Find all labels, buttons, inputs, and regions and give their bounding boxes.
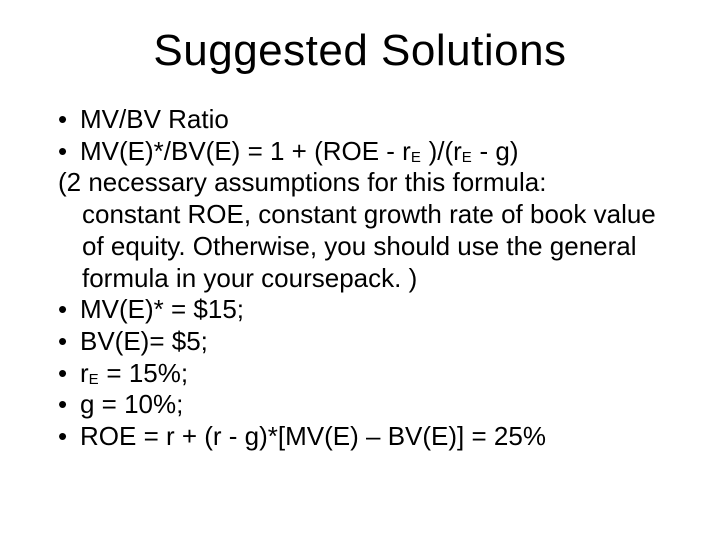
list-item: • ROE = r + (r - g)*[MV(E) – BV(E)] = 25… bbox=[56, 421, 672, 453]
bullet-text: MV/BV Ratio bbox=[80, 104, 672, 136]
subscript: E bbox=[411, 149, 422, 166]
text-fragment: MV(E)*/BV(E) = 1 + (ROE - r bbox=[80, 136, 411, 166]
text-fragment: )/(r bbox=[421, 136, 461, 166]
paren-block: (2 necessary assumptions for this formul… bbox=[56, 167, 672, 294]
text-fragment: = 15%; bbox=[99, 358, 188, 388]
paren-line: (2 necessary assumptions for this formul… bbox=[58, 167, 672, 199]
list-item: • g = 10%; bbox=[56, 389, 672, 421]
bullet-dot: • bbox=[56, 136, 80, 168]
bullet-text: BV(E)= $5; bbox=[80, 326, 672, 358]
bullet-text: MV(E)*/BV(E) = 1 + (ROE - rE )/(rE - g) bbox=[80, 136, 672, 168]
subscript: E bbox=[89, 371, 100, 388]
bullet-text: rE = 15%; bbox=[80, 358, 672, 390]
bullet-dot: • bbox=[56, 389, 80, 421]
bullet-text: MV(E)* = $15; bbox=[80, 294, 672, 326]
list-item: • MV(E)*/BV(E) = 1 + (ROE - rE )/(rE - g… bbox=[56, 136, 672, 168]
list-item: • MV/BV Ratio bbox=[56, 104, 672, 136]
bullet-dot: • bbox=[56, 326, 80, 358]
bullet-dot: • bbox=[56, 358, 80, 390]
list-item: • MV(E)* = $15; bbox=[56, 294, 672, 326]
subscript: E bbox=[462, 149, 473, 166]
page-title: Suggested Solutions bbox=[48, 26, 672, 76]
bullet-text: g = 10%; bbox=[80, 389, 672, 421]
bullet-dot: • bbox=[56, 294, 80, 326]
list-item: • rE = 15%; bbox=[56, 358, 672, 390]
text-fragment: - g) bbox=[472, 136, 518, 166]
bullet-text: ROE = r + (r - g)*[MV(E) – BV(E)] = 25% bbox=[80, 421, 672, 453]
text-fragment: r bbox=[80, 358, 89, 388]
slide-body: • MV/BV Ratio • MV(E)*/BV(E) = 1 + (ROE … bbox=[48, 104, 672, 453]
slide: Suggested Solutions • MV/BV Ratio • MV(E… bbox=[0, 0, 720, 540]
bullet-dot: • bbox=[56, 421, 80, 453]
list-item: • BV(E)= $5; bbox=[56, 326, 672, 358]
bullet-dot: • bbox=[56, 104, 80, 136]
paren-continuation: constant ROE, constant growth rate of bo… bbox=[58, 199, 672, 294]
